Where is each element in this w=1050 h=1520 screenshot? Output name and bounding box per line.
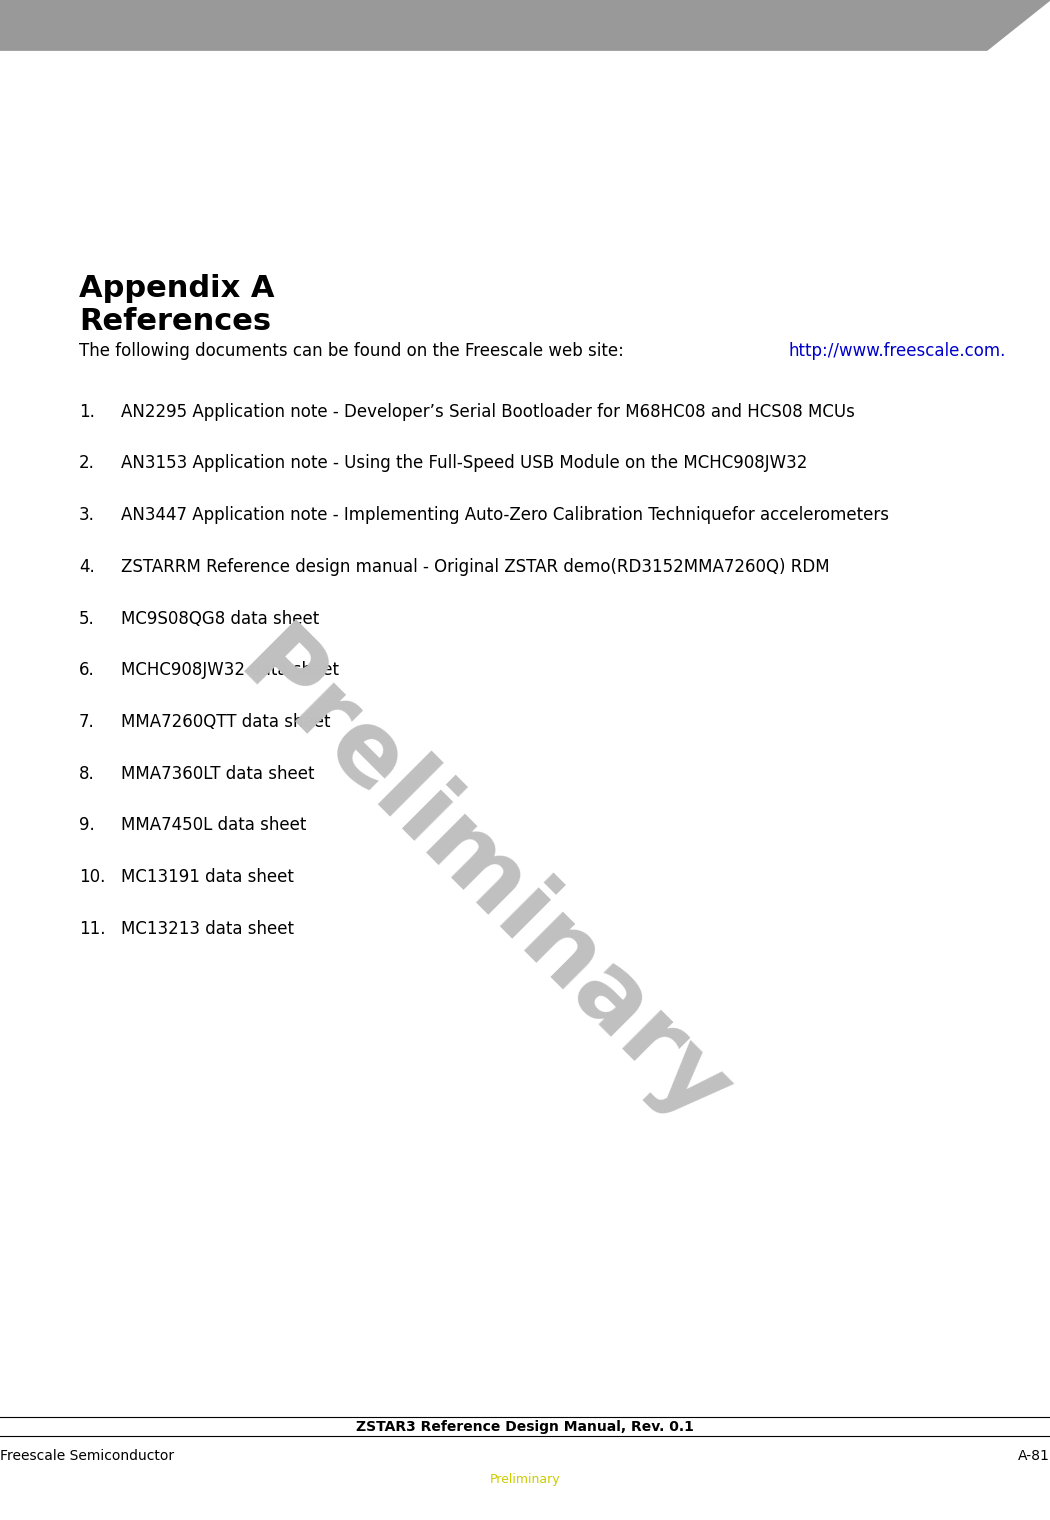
Text: ZSTAR3 Reference Design Manual, Rev. 0.1: ZSTAR3 Reference Design Manual, Rev. 0.1 xyxy=(356,1420,694,1433)
Text: Appendix A
References: Appendix A References xyxy=(79,274,274,336)
Text: 2.: 2. xyxy=(79,454,94,473)
Text: 9.: 9. xyxy=(79,816,94,834)
Text: 11.: 11. xyxy=(79,920,105,938)
Text: MC13191 data sheet: MC13191 data sheet xyxy=(121,868,294,886)
Text: 5.: 5. xyxy=(79,610,94,628)
Text: The following documents can be found on the Freescale web site:: The following documents can be found on … xyxy=(79,342,629,360)
Text: MMA7450L data sheet: MMA7450L data sheet xyxy=(121,816,307,834)
Polygon shape xyxy=(0,0,1050,50)
Text: MC9S08QG8 data sheet: MC9S08QG8 data sheet xyxy=(121,610,319,628)
Text: Preliminary: Preliminary xyxy=(218,617,748,1146)
Text: 7.: 7. xyxy=(79,713,94,731)
Text: ZSTARRM Reference design manual - Original ZSTAR demo(RD3152MMA7260Q) RDM: ZSTARRM Reference design manual - Origin… xyxy=(121,558,830,576)
Text: AN2295 Application note - Developer’s Serial Bootloader for M68HC08 and HCS08 MC: AN2295 Application note - Developer’s Se… xyxy=(121,403,855,421)
Text: A-81: A-81 xyxy=(1018,1449,1050,1462)
Text: http://www.freescale.com.: http://www.freescale.com. xyxy=(789,342,1006,360)
Text: 8.: 8. xyxy=(79,765,94,783)
Text: 6.: 6. xyxy=(79,661,94,679)
Text: MMA7360LT data sheet: MMA7360LT data sheet xyxy=(121,765,314,783)
Text: Preliminary: Preliminary xyxy=(489,1473,561,1487)
Text: AN3153 Application note - Using the Full-Speed USB Module on the MCHC908JW32: AN3153 Application note - Using the Full… xyxy=(121,454,807,473)
Text: 10.: 10. xyxy=(79,868,105,886)
Text: 4.: 4. xyxy=(79,558,94,576)
Text: AN3447 Application note - Implementing Auto-Zero Calibration Techniquefor accele: AN3447 Application note - Implementing A… xyxy=(121,506,888,524)
Text: Freescale Semiconductor: Freescale Semiconductor xyxy=(0,1449,174,1462)
Text: MC13213 data sheet: MC13213 data sheet xyxy=(121,920,294,938)
Text: 1.: 1. xyxy=(79,403,94,421)
Text: MCHC908JW32 data sheet: MCHC908JW32 data sheet xyxy=(121,661,339,679)
Text: MMA7260QTT data sheet: MMA7260QTT data sheet xyxy=(121,713,331,731)
Text: 3.: 3. xyxy=(79,506,94,524)
